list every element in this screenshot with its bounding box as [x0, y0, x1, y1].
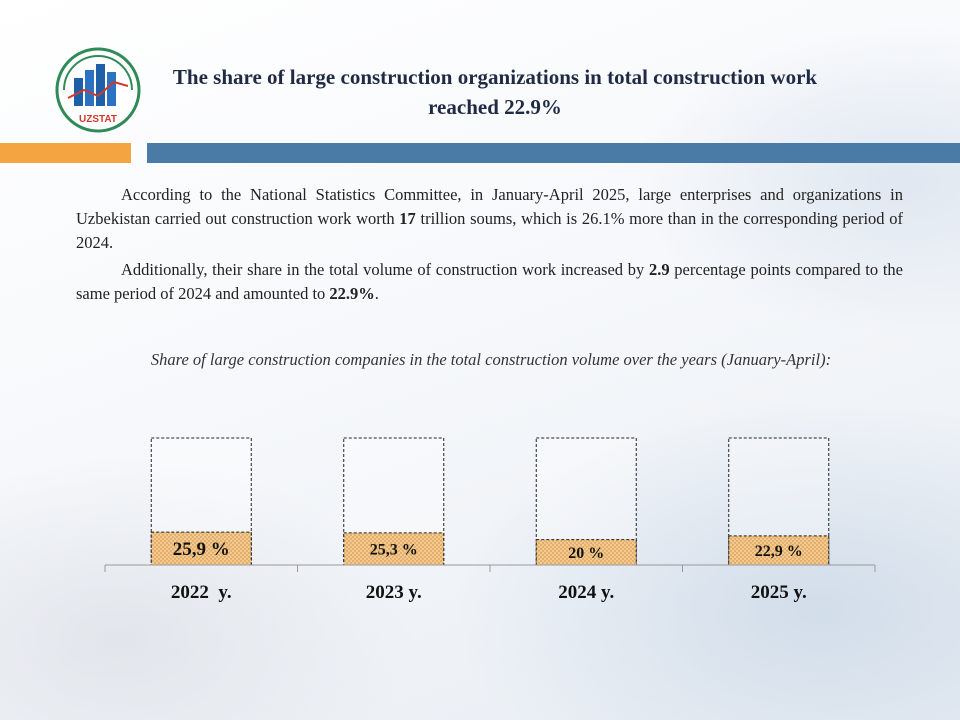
- bar-data-label: 25,9 %: [173, 539, 230, 560]
- bar: [150, 531, 252, 566]
- uzstat-logo-icon: UZSTAT: [55, 47, 141, 133]
- bar-data-label: 22,9 %: [755, 543, 803, 560]
- chart-caption: Share of large construction companies in…: [150, 350, 832, 369]
- paragraph-1: According to the National Statistics Com…: [76, 185, 903, 252]
- logo-text: UZSTAT: [79, 114, 117, 125]
- page-title: The share of large construction organiza…: [172, 65, 818, 119]
- category-label: 2024 y.: [558, 582, 614, 603]
- bar: [728, 535, 830, 566]
- category-label: 2025 y.: [751, 582, 807, 603]
- category-label: 2022 y.: [171, 582, 232, 603]
- header-accent-orange: [0, 143, 131, 163]
- bar: [535, 539, 637, 566]
- category-label: 2023 y.: [366, 582, 422, 603]
- header-accent-blue: [147, 143, 960, 163]
- paragraph-2: Additionally, their share in the total v…: [76, 260, 903, 303]
- bar-data-label: 25,3 %: [370, 542, 418, 559]
- bar-data-label: 20 %: [568, 545, 604, 562]
